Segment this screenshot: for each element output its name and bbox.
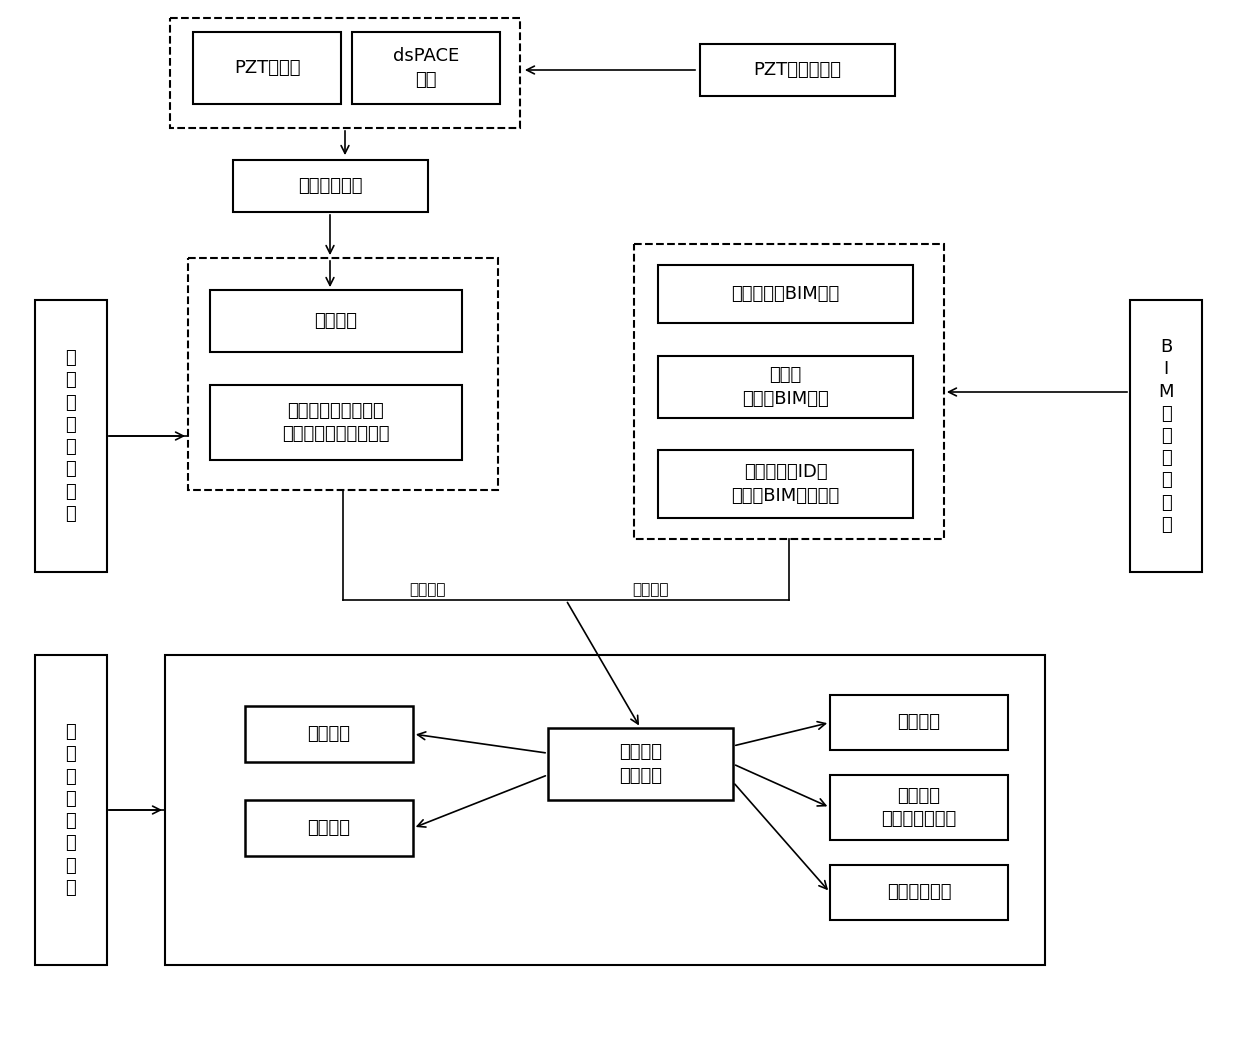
- Bar: [246, 706, 413, 762]
- Text: B
I
M
信
息
模
型
模
块: B I M 信 息 模 型 模 块: [1158, 338, 1174, 534]
- Text: 融合集成: 融合集成: [409, 582, 446, 598]
- Bar: [35, 655, 107, 965]
- Bar: [165, 655, 1045, 965]
- Bar: [658, 450, 913, 518]
- Bar: [548, 728, 733, 800]
- Bar: [170, 18, 520, 128]
- Text: 传感器位置ID、
型号等BIM属性信息: 传感器位置ID、 型号等BIM属性信息: [732, 463, 839, 504]
- Text: 手动漫游: 手动漫游: [308, 819, 351, 837]
- Text: 提取坝体振动信号时
域、频域、互相关特性: 提取坝体振动信号时 域、频域、互相关特性: [283, 402, 389, 444]
- Text: 虚
拟
现
实
融
合
模
块: 虚 拟 现 实 融 合 模 块: [66, 724, 77, 897]
- Bar: [35, 300, 107, 572]
- Bar: [701, 44, 895, 96]
- Bar: [233, 160, 428, 212]
- Bar: [830, 695, 1008, 750]
- Text: 坝体、地形BIM模型: 坝体、地形BIM模型: [732, 285, 839, 303]
- Bar: [658, 265, 913, 323]
- Bar: [188, 257, 498, 491]
- Text: 滤波去噪: 滤波去噪: [315, 312, 357, 330]
- Bar: [193, 32, 341, 104]
- Text: 虚拟现实
开发平台: 虚拟现实 开发平台: [619, 743, 662, 785]
- Bar: [210, 385, 463, 460]
- Bar: [210, 290, 463, 352]
- Bar: [246, 800, 413, 857]
- Text: 振
测
信
号
处
理
模
块: 振 测 信 号 处 理 模 块: [66, 349, 77, 522]
- Text: 损伤程度
标识及损伤定位: 损伤程度 标识及损伤定位: [882, 786, 956, 828]
- Bar: [1130, 300, 1202, 572]
- Text: 传感器
参数化BIM模型: 传感器 参数化BIM模型: [742, 366, 828, 408]
- Bar: [634, 244, 944, 539]
- Bar: [830, 865, 1008, 920]
- Text: PZT传感器: PZT传感器: [234, 59, 300, 77]
- Bar: [352, 32, 500, 104]
- Text: PZT传感器模块: PZT传感器模块: [754, 61, 842, 79]
- Text: 损伤报表输出: 损伤报表输出: [887, 883, 951, 901]
- Text: 原始振动信号: 原始振动信号: [299, 177, 363, 195]
- Bar: [830, 775, 1008, 839]
- Bar: [658, 356, 913, 418]
- Text: 融合集成: 融合集成: [632, 582, 670, 598]
- Text: dsPACE
系统: dsPACE 系统: [393, 47, 459, 88]
- Text: 人机交互: 人机交互: [308, 725, 351, 743]
- Text: 损伤报警: 损伤报警: [898, 714, 940, 732]
